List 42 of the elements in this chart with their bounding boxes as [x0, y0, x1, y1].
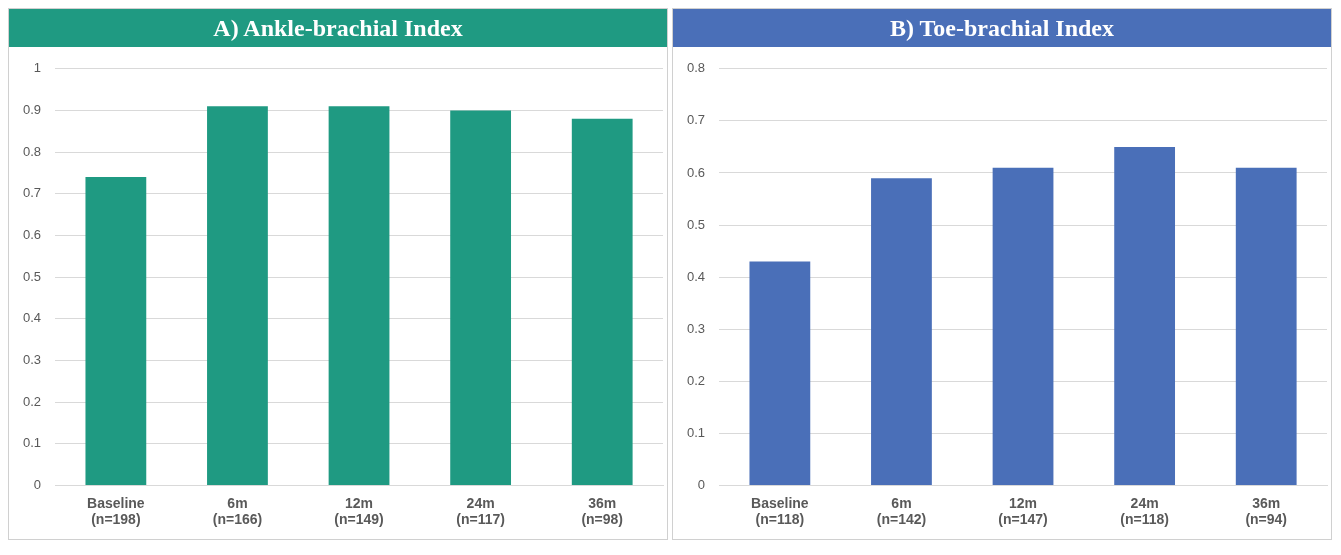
- x-tick-label: 24m (n=117): [456, 494, 505, 528]
- y-tick-label: 0.1: [686, 424, 706, 440]
- y-tick-label: 0.8: [22, 143, 42, 159]
- bar: [450, 110, 512, 485]
- x-tick-label: 6m (n=142): [876, 494, 927, 528]
- bar: [85, 177, 147, 485]
- x-tick-label: 12m (n=147): [998, 494, 1048, 528]
- x-tick-label: Baseline (n=198): [87, 494, 145, 528]
- y-tick-label: 0.2: [22, 393, 42, 409]
- bar: [571, 118, 633, 485]
- y-tick-label: 0.6: [686, 164, 706, 180]
- x-tick-label: 36m (n=94): [1245, 494, 1288, 528]
- x-tick-label: Baseline (n=118): [751, 494, 809, 528]
- y-tick-label: 0.7: [686, 112, 706, 128]
- y-tick-label: 0.8: [686, 60, 706, 76]
- y-tick-label: 1: [33, 60, 42, 76]
- bar: [1114, 146, 1176, 485]
- y-tick-label: 0.6: [22, 227, 42, 243]
- y-tick-label: 0.7: [22, 185, 42, 201]
- y-tick-label: 0.2: [686, 372, 706, 388]
- y-tick-label: 0.9: [22, 102, 42, 118]
- bar: [992, 167, 1054, 485]
- y-tick-label: 0: [33, 476, 42, 492]
- y-tick-label: 0.5: [22, 268, 42, 284]
- chart-title: B) Toe-brachial Index: [673, 9, 1331, 47]
- bar: [207, 106, 268, 485]
- y-tick-label: 0.4: [686, 268, 706, 284]
- bar: [1235, 167, 1297, 485]
- y-tick-label: 0.3: [22, 352, 42, 367]
- bar: [749, 261, 811, 485]
- x-tick-label: 36m (n=98): [581, 494, 624, 528]
- bar: [328, 106, 390, 485]
- x-tick-label: 24m (n=118): [1120, 494, 1169, 528]
- y-tick-label: 0.4: [22, 310, 42, 326]
- x-tick-label: 6m (n=166): [212, 494, 263, 528]
- y-tick-label: 0: [697, 476, 706, 492]
- y-tick-label: 0.3: [686, 320, 706, 336]
- y-tick-label: 0.5: [686, 216, 706, 232]
- bar: [871, 178, 932, 485]
- chart-title: A) Ankle-brachial Index: [9, 9, 667, 47]
- y-tick-label: 0.1: [22, 435, 42, 451]
- x-tick-label: 12m (n=149): [334, 494, 384, 528]
